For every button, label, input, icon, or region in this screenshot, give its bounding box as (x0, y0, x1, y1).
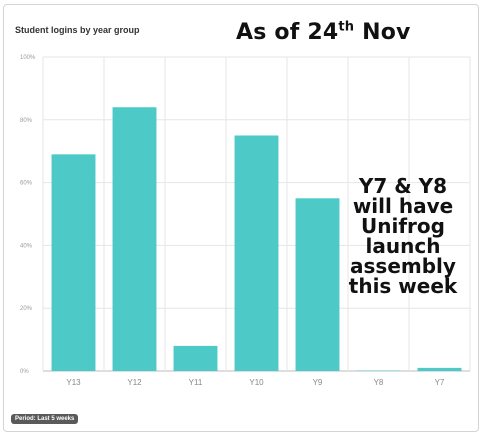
y-axis-ticks: 0% 20% 40% 60% 80% 100% (20, 55, 36, 375)
launch-note-annotation: Y7 & Y8 will have Unifrog launch assembly thi… (340, 176, 466, 296)
date-annotation-prefix: As of 24 (236, 20, 339, 45)
bar-y11[interactable] (173, 345, 218, 371)
y-tick-label: 60% (20, 181, 33, 187)
date-annotation-ordinal: th (338, 19, 355, 35)
bar-y13[interactable] (51, 154, 96, 371)
launch-note-line: this week (348, 274, 458, 298)
y-tick-label: 100% (20, 55, 36, 61)
launch-note-line: assembly (350, 254, 456, 278)
x-axis-ticks: Y13 Y12 Y11 Y10 Y9 Y8 Y7 (66, 378, 445, 387)
x-tick-label: Y7 (435, 378, 445, 387)
launch-note-line: Unifrog (361, 214, 445, 238)
y-tick-label: 40% (20, 243, 33, 249)
x-tick-label: Y13 (66, 378, 81, 387)
bar-y9[interactable] (295, 198, 340, 371)
x-tick-label: Y8 (374, 378, 384, 387)
period-badge[interactable]: Period: Last 5 weeks (11, 414, 79, 424)
bars (51, 107, 462, 372)
x-tick-label: Y10 (249, 378, 264, 387)
bar-y10[interactable] (234, 135, 279, 372)
launch-note-line: launch (365, 234, 441, 258)
chart-title: Student logins by year group (15, 25, 140, 35)
date-annotation: As of 24th Nov (236, 20, 411, 45)
launch-note-line: will have (352, 194, 454, 218)
y-tick-label: 0% (20, 369, 29, 375)
launch-note-line: Y7 & Y8 (358, 174, 448, 198)
y-tick-label: 80% (20, 118, 33, 124)
bar-y12[interactable] (112, 107, 157, 372)
bar-y8[interactable] (356, 370, 401, 372)
bar-y7[interactable] (417, 367, 462, 371)
date-annotation-month: Nov (354, 20, 411, 45)
x-tick-label: Y9 (313, 378, 323, 387)
x-tick-label: Y12 (127, 378, 142, 387)
y-tick-label: 20% (20, 306, 33, 312)
x-tick-label: Y11 (189, 378, 203, 387)
